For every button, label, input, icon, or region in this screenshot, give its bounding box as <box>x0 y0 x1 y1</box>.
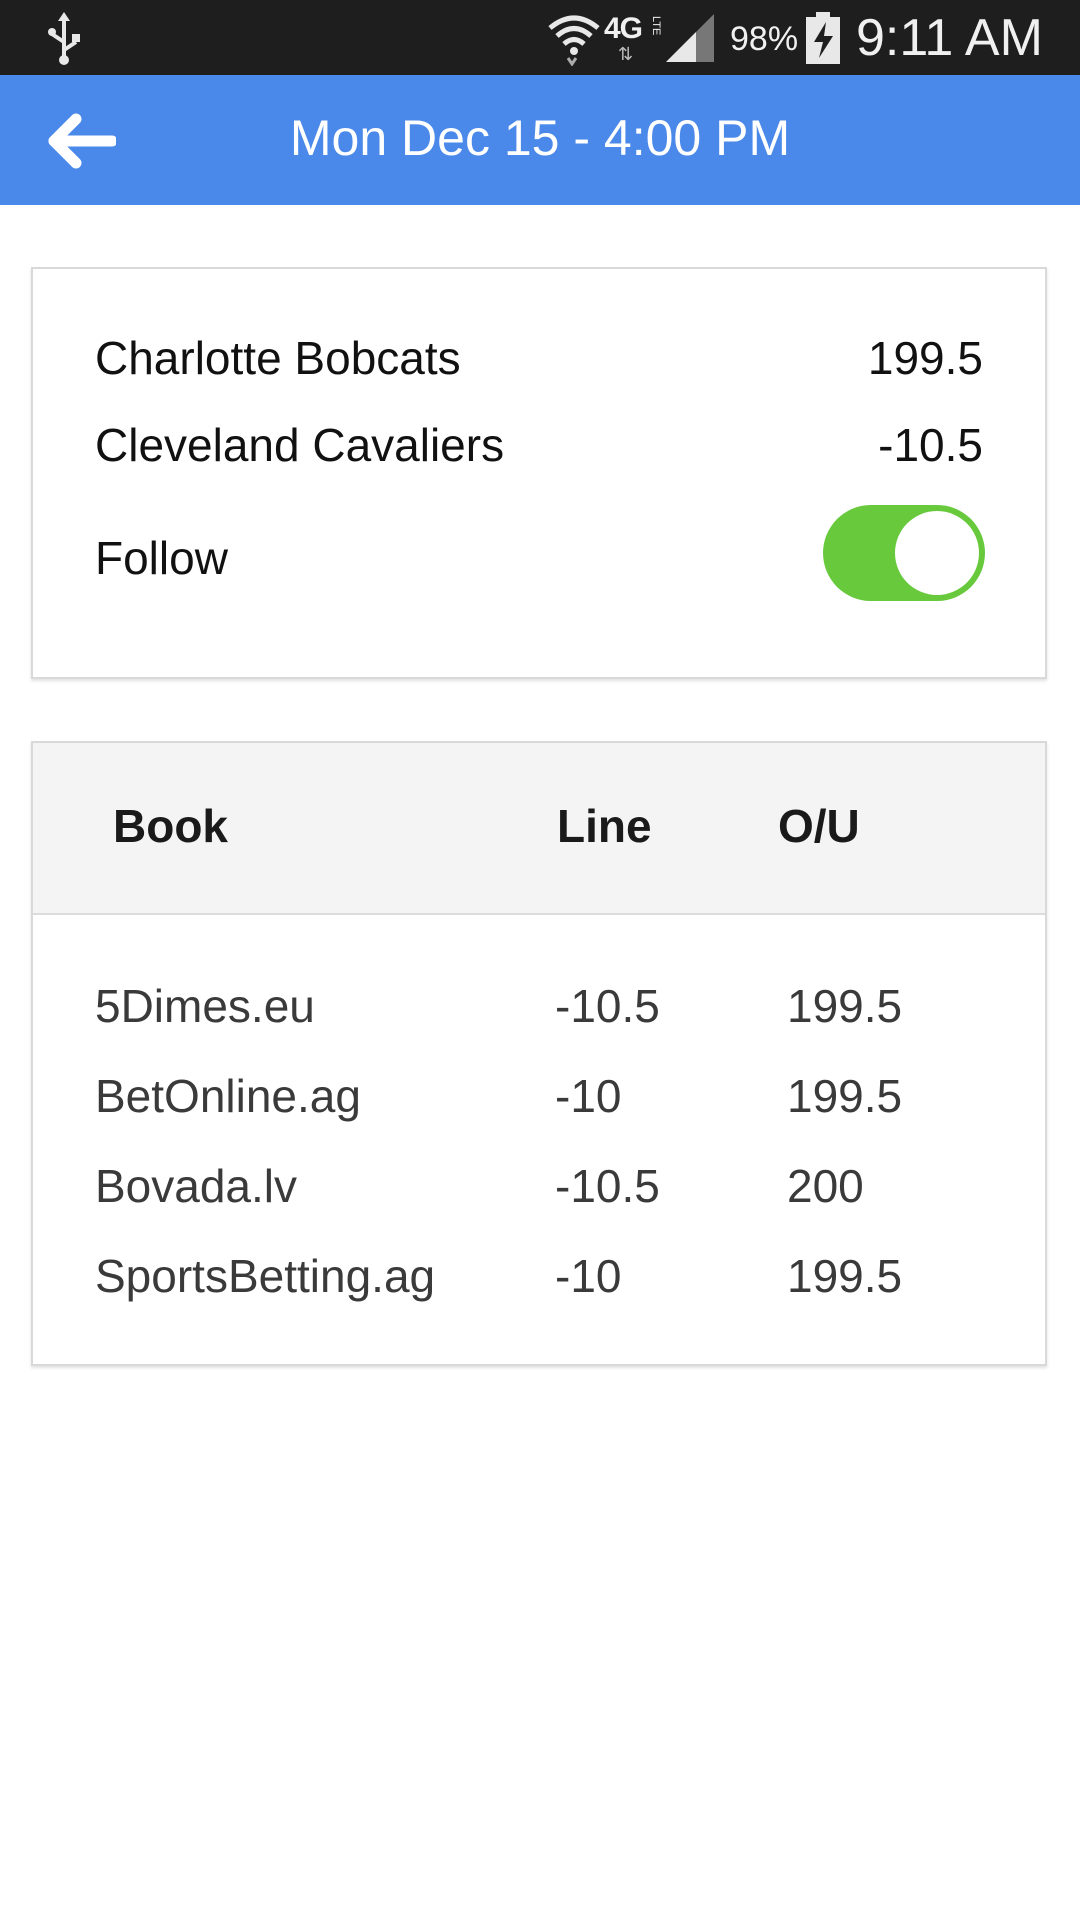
wifi-icon <box>548 15 600 66</box>
usb-icon <box>48 12 80 65</box>
book-name: BetOnline.ag <box>95 1070 361 1122</box>
ou-value: 199.5 <box>787 1250 903 1302</box>
network-sub: LTE <box>650 16 662 36</box>
line-value: -10.5 <box>555 1160 660 1212</box>
battery-percent: 98% <box>730 20 799 58</box>
page-title: Mon Dec 15 - 4:00 PM <box>289 110 791 166</box>
book-name: Bovada.lv <box>95 1160 298 1212</box>
line-value: -10 <box>555 1250 622 1302</box>
ou-value: 199.5 <box>787 980 903 1032</box>
data-arrows-icon: ⇅ <box>618 44 634 64</box>
ou-value: 200 <box>787 1160 864 1212</box>
line-value: -10 <box>555 1070 622 1122</box>
ou-value: 199.5 <box>787 1070 903 1122</box>
game-card: Charlotte Bobcats 199.5 Cleveland Cavali… <box>31 267 1047 679</box>
team-name: Cleveland Cavaliers <box>95 419 505 471</box>
book-name: 5Dimes.eu <box>95 980 315 1032</box>
table-row: SportsBetting.ag -10 199.5 <box>33 1249 1045 1339</box>
network-type: 4G <box>604 12 643 45</box>
lines-table: Book Line O/U 5Dimes.eu -10.5 199.5 BetO… <box>31 741 1047 1366</box>
app-bar: Mon Dec 15 - 4:00 PM <box>0 75 1080 205</box>
header-line: Line <box>557 800 652 852</box>
back-arrow-icon[interactable] <box>44 113 116 169</box>
line-value: -10.5 <box>555 980 660 1032</box>
table-header: Book Line O/U <box>33 743 1045 915</box>
header-book: Book <box>113 800 228 852</box>
table-row: Bovada.lv -10.5 200 <box>33 1159 1045 1249</box>
signal-icon <box>666 14 714 62</box>
follow-toggle[interactable] <box>823 505 985 601</box>
table-row: 5Dimes.eu -10.5 199.5 <box>33 979 1045 1069</box>
clock: 9:11 AM <box>856 9 1043 67</box>
follow-label: Follow <box>95 532 228 584</box>
book-name: SportsBetting.ag <box>95 1250 436 1302</box>
team-value: 199.5 <box>867 332 983 384</box>
header-ou: O/U <box>778 800 860 852</box>
toggle-knob <box>895 511 979 595</box>
team-value: -10.5 <box>878 419 983 471</box>
status-bar: 4G LTE ⇅ 98% 9:11 AM <box>0 0 1080 75</box>
team-name: Charlotte Bobcats <box>95 332 461 384</box>
table-row: BetOnline.ag -10 199.5 <box>33 1069 1045 1159</box>
battery-charging-icon <box>806 12 840 64</box>
